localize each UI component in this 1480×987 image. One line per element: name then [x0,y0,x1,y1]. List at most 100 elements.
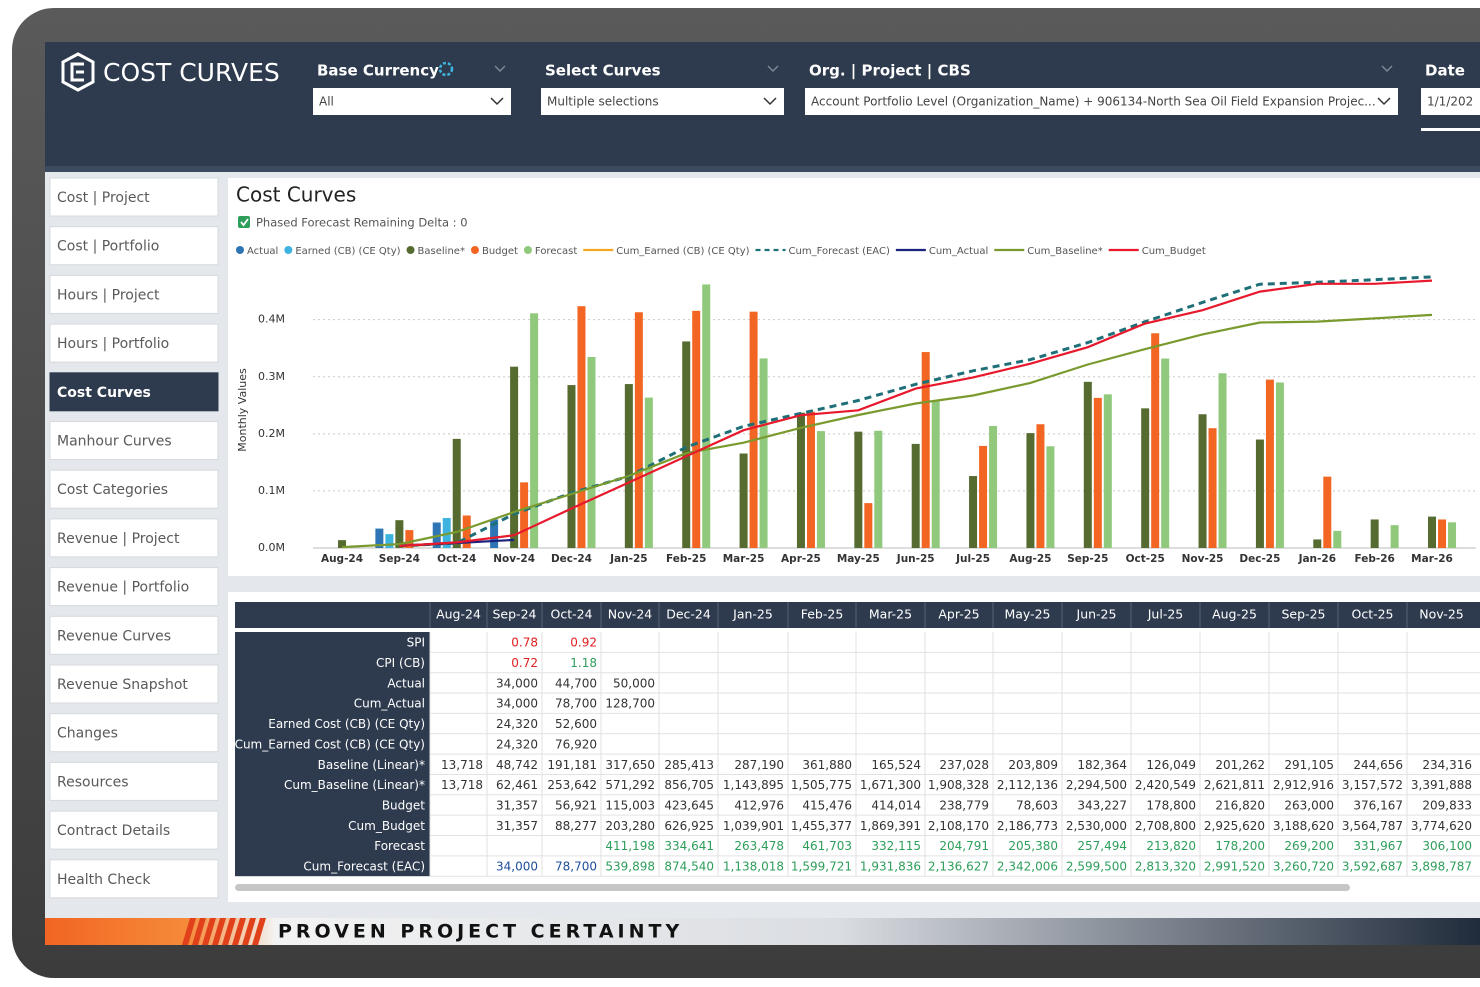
table-cell: 461,703 [802,839,852,853]
y-tick-label: 0.4M [258,313,285,326]
nav-label: Cost | Portfolio [57,239,159,255]
dropdown-value: Account Portfolio Level (Organization_Na… [811,95,1376,109]
table-cell: 213,820 [1146,839,1196,853]
bar [1198,414,1207,548]
dropdown[interactable] [1421,88,1480,115]
table-cell: 52,600 [555,717,597,731]
x-tick-label: Mar-25 [723,553,765,565]
table-cell: 2,813,320 [1135,860,1196,874]
column-header: Mar-25 [869,607,912,622]
date-underline [1421,128,1480,131]
table-cell: 204,791 [939,839,989,853]
table-cell: 165,524 [871,758,921,772]
x-tick-label: Aug-24 [321,553,363,565]
nav-button[interactable] [49,761,219,801]
filter-label: Select Curves [545,62,661,80]
nav-button[interactable] [49,323,219,363]
table-cell: 2,991,520 [1204,860,1265,874]
table-cell: 1,671,300 [860,778,921,792]
row-label: SPI [407,636,425,650]
column-header: Oct-24 [550,607,592,622]
table-cell: 128,700 [605,697,655,711]
column-header: Sep-25 [1282,607,1326,622]
nav-button[interactable] [49,274,219,314]
legend-label: Earned (CB) (CE Qty) [295,246,400,257]
nav-label: Revenue | Portfolio [57,580,189,596]
x-tick-label: Apr-25 [781,553,821,565]
dropdown[interactable] [313,88,511,115]
bar [749,311,758,548]
x-tick-label: Dec-25 [1239,553,1280,565]
nav-button[interactable] [49,664,219,704]
nav-label: Revenue Snapshot [57,677,188,693]
table-cell: 34,000 [496,860,538,874]
nav-button[interactable] [49,567,219,607]
bar [567,385,576,548]
scrollbar[interactable] [235,884,1350,891]
x-tick-label: Oct-25 [1126,553,1165,565]
bar [816,431,825,548]
dropdown[interactable] [541,88,784,115]
table-cell: 3,391,888 [1411,778,1472,792]
line-series [341,313,1433,549]
nav-label: Resources [57,774,129,790]
table-cell: 287,190 [734,758,784,772]
x-tick-label: Nov-25 [1182,553,1224,565]
chart-title: Cost Curves [236,183,356,207]
x-tick-label: Mar-26 [1411,553,1453,565]
table-cell: 2,925,620 [1204,819,1265,833]
x-tick-label: Jan-26 [1298,553,1336,565]
table-cell: 2,708,800 [1135,819,1196,833]
row-label: Actual [387,676,425,690]
table-cell: 78,603 [1016,798,1058,812]
table-cell: 31,357 [496,819,538,833]
table-cell: 423,645 [664,798,714,812]
nav-button[interactable] [49,177,219,217]
table-cell: 1,138,018 [723,860,784,874]
dropdown-chevron [490,97,504,106]
table-cell: 237,028 [939,758,989,772]
nav-button[interactable] [49,859,219,899]
nav-button[interactable] [49,226,219,266]
nav-label: Hours | Project [57,287,160,303]
nav-button[interactable] [49,421,219,460]
nav-button[interactable] [49,518,219,558]
bar [1448,522,1457,548]
checkbox-label: Phased Forecast Remaining Delta : 0 [256,216,468,230]
row-label: Forecast [374,839,425,853]
x-tick-label: Dec-24 [551,553,592,565]
nav-button[interactable] [49,469,219,509]
row-label: Cum_Baseline (Linear)* [284,778,425,792]
nav-button[interactable] [49,810,219,850]
dropdown-value: All [319,95,334,109]
dropdown[interactable] [805,88,1398,115]
column-header: Dec-24 [666,607,711,622]
line-series [399,279,1433,548]
table-cell: 238,779 [939,798,989,812]
table-cell: 2,294,500 [1066,778,1127,792]
nav-button[interactable] [49,372,219,412]
checkbox[interactable] [238,216,250,228]
legend-label: Baseline* [418,246,465,257]
filter-chevron [767,65,779,72]
table-cell: 1,143,895 [723,778,784,792]
table-cell: 50,000 [613,676,655,690]
bar [1151,333,1160,548]
row-label: Cum_Budget [348,819,425,833]
table-cell: 306,100 [1422,839,1472,853]
table-cell: 76,920 [555,737,597,751]
side-nav: Cost | Project Cost | Portfolio Hours | Pr… [49,177,219,899]
bar [921,352,930,548]
column-header: Sep-24 [493,607,537,622]
nav-button[interactable] [49,713,219,753]
table-cell: 2,530,000 [1066,819,1127,833]
table-cell: 1,599,721 [791,860,852,874]
nav-button[interactable] [49,615,219,655]
column-header: Apr-25 [938,607,979,622]
table-cell: 2,420,549 [1135,778,1196,792]
table-cell: 3,188,620 [1273,819,1334,833]
table-cell: 209,833 [1422,798,1472,812]
legend-label: Cum_Actual [929,246,988,257]
bar [1093,397,1102,548]
table-cell: 1,869,391 [860,819,921,833]
